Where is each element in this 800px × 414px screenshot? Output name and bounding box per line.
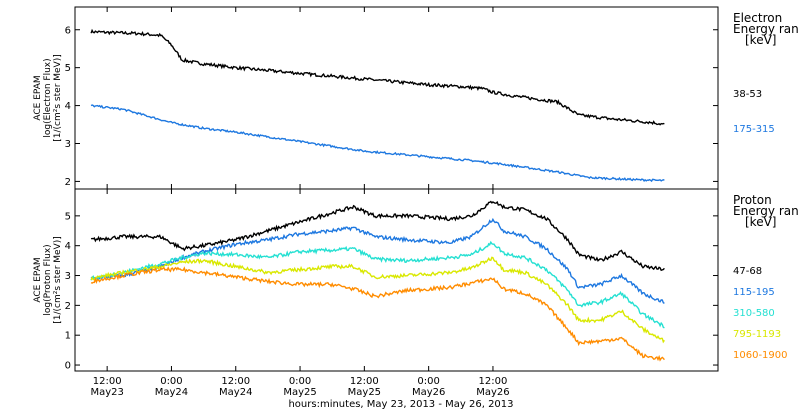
y-tick-label: 4: [65, 101, 71, 112]
legend-795-1193: 795-1193: [733, 329, 781, 340]
y-tick-label: 0: [65, 361, 71, 372]
y-tick-label: 2: [65, 301, 71, 312]
y-axis-label: ACE EPAMlog(Electron Flux)[1/(cm²s ster …: [33, 54, 63, 141]
legend-47-68: 47-68: [733, 266, 762, 277]
y-axis-label-line: log(Proton Flux): [43, 244, 53, 315]
y-tick-label: 3: [65, 139, 71, 150]
y-tick-label: 5: [65, 63, 71, 74]
x-tick-date: May24: [155, 387, 188, 398]
legend-title-line: [keV]: [745, 33, 776, 47]
x-tick-time: 0:00: [160, 376, 182, 387]
y-axis-label-line: ACE EPAM: [33, 75, 43, 120]
plot-frame: [74, 6, 719, 190]
legend-title-line: Energy ran: [733, 22, 799, 36]
x-axis-label: hours:minutes, May 23, 2013 - May 26, 20…: [288, 399, 513, 410]
series-38-53-line: [90, 28, 665, 126]
y-axis-label: ACE EPAMlog(Proton Flux)[1/(cm²s ster Me…: [33, 236, 63, 323]
series-175-315-line: [90, 104, 665, 183]
series-47-68-line: [90, 200, 665, 272]
x-tick-date: May24: [219, 387, 252, 398]
y-tick-label: 1: [65, 331, 71, 342]
plot-frame: [74, 188, 719, 372]
series-795-1193-line: [90, 256, 665, 344]
x-tick-time: 12:00: [93, 376, 122, 387]
x-tick-date: May25: [283, 387, 316, 398]
y-axis-label-line: [1/(cm²s ster MeV)]: [53, 236, 63, 323]
x-tick-date: May23: [90, 387, 123, 398]
x-tick-date: May26: [476, 387, 509, 398]
legend-38-53: 38-53: [733, 89, 762, 100]
x-tick-time: 0:00: [417, 376, 439, 387]
legend-175-315: 175-315: [733, 124, 775, 135]
y-axis-label-line: ACE EPAM: [33, 257, 43, 302]
x-tick-date: May26: [412, 387, 445, 398]
y-tick-label: 3: [65, 271, 71, 282]
x-tick-time: 12:00: [479, 376, 508, 387]
x-tick-time: 12:00: [350, 376, 379, 387]
legend-1060-1900: 1060-1900: [733, 350, 788, 361]
legend-title-line: Proton: [733, 193, 772, 207]
series-1060-1900-line: [90, 266, 665, 362]
y-tick-label: 2: [65, 177, 71, 188]
y-tick-label: 5: [65, 211, 71, 222]
x-tick-time: 0:00: [289, 376, 311, 387]
legend-310-580: 310-580: [733, 308, 775, 319]
legend-title-line: Electron: [733, 11, 782, 25]
x-tick-date: May25: [348, 387, 381, 398]
legend-title-line: [keV]: [745, 215, 776, 229]
electron-panel: 2 3 4 5 6 ACE EPAMlog(Electron Flux)[1/(cm²s …: [33, 6, 799, 190]
y-axis-label-line: [1/(cm²s ster MeV)]: [53, 54, 63, 141]
legend-115-195: 115-195: [733, 287, 775, 298]
proton-panel: 0 1 2 3 4 5 ACE EPAMlog(Proton Flux)[1/(cm²s s…: [33, 188, 799, 372]
y-tick-label: 4: [65, 241, 71, 252]
legend-title-line: Energy ran: [733, 204, 799, 218]
series-310-580-line: [90, 240, 665, 329]
y-axis-label-line: log(Electron Flux): [43, 58, 53, 137]
series-115-195-line: [90, 217, 665, 304]
x-tick-time: 12:00: [221, 376, 250, 387]
y-tick-label: 6: [65, 25, 71, 36]
time-axis: 12:00May230:00May2412:00May240:00May2512…: [90, 7, 514, 410]
